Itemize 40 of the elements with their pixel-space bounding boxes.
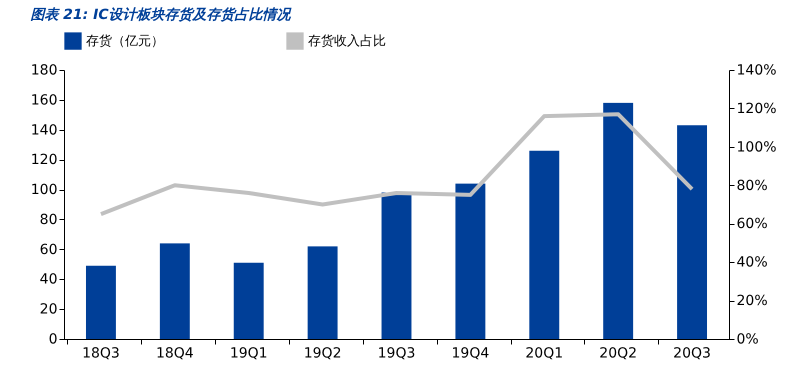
y2-tick-label: 0% — [736, 332, 759, 348]
bar — [603, 102, 634, 339]
bar — [234, 262, 264, 339]
y2-tick-label: 20% — [736, 293, 768, 310]
x-tick-label: 18Q4 — [156, 346, 194, 362]
x-tick-label: 19Q2 — [304, 346, 342, 362]
chart-title: 图表 21: IC设计板块存货及存货占比情况 — [30, 7, 293, 23]
x-tick-label: 19Q3 — [378, 346, 416, 362]
y-tick-label: 160 — [30, 92, 58, 108]
y-tick-label: 140 — [30, 122, 58, 138]
y-tick-label: 100 — [30, 182, 58, 198]
y-tick-label: 0 — [48, 332, 58, 348]
line-series — [98, 112, 694, 216]
y-tick-label: 80 — [40, 212, 58, 228]
bar — [529, 150, 560, 339]
x-tick-label: 20Q1 — [525, 346, 564, 362]
y-tick-label: 20 — [40, 302, 58, 318]
x-tick-label: 20Q3 — [673, 346, 711, 362]
bar — [308, 246, 338, 339]
y2-tick-label: 40% — [736, 254, 768, 271]
legend-label: 存货（亿元） — [86, 34, 164, 50]
y2-tick-label: 100% — [736, 139, 777, 156]
bar — [455, 184, 486, 339]
bar — [382, 192, 412, 339]
x-tick-label: 20Q2 — [599, 346, 638, 362]
x-tick-label: 19Q4 — [452, 346, 490, 362]
x-tick-label: 19Q1 — [230, 346, 268, 362]
x-tick-label: 18Q3 — [82, 346, 120, 362]
legend-label: 存货收入占比 — [308, 34, 386, 50]
y-tick-label: 120 — [30, 152, 58, 168]
bar — [160, 243, 190, 339]
y-tick-label: 180 — [30, 62, 58, 78]
y2-tick-label: 120% — [736, 100, 777, 117]
bar — [86, 266, 116, 339]
bar — [677, 125, 708, 339]
y2-tick-label: 60% — [736, 216, 768, 232]
y-tick-label: 40 — [40, 272, 58, 288]
y2-tick-label: 80% — [736, 178, 768, 194]
y2-tick-label: 140% — [736, 62, 777, 78]
y-tick-label: 60 — [40, 242, 58, 258]
